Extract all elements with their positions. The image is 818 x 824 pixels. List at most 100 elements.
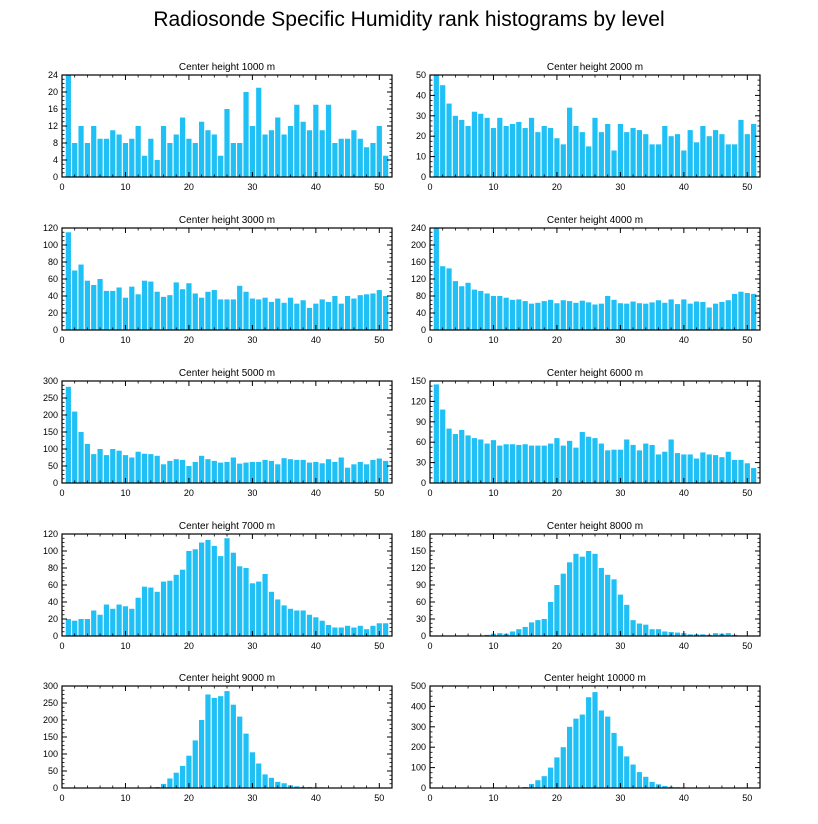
bar: [478, 439, 484, 483]
x-tick-label: 40: [679, 182, 689, 192]
bar: [471, 438, 478, 483]
bar: [471, 111, 478, 177]
bar: [649, 629, 655, 636]
y-tick-label: 200: [43, 715, 58, 725]
bar: [605, 296, 611, 330]
bar: [592, 438, 598, 483]
bar: [230, 457, 236, 483]
x-tick-label: 20: [552, 488, 562, 498]
bar: [205, 130, 211, 177]
bar: [459, 429, 465, 483]
bar: [344, 467, 351, 483]
bar: [509, 444, 516, 483]
bar: [687, 130, 693, 177]
bar: [249, 461, 255, 483]
y-tick-label: 0: [421, 172, 426, 182]
y-tick-label: 50: [48, 766, 58, 776]
bar: [91, 454, 97, 483]
bar: [357, 625, 363, 636]
bar: [668, 299, 674, 330]
y-tick-label: 60: [48, 274, 58, 284]
bar: [167, 295, 173, 330]
y-tick-label: 150: [43, 427, 58, 437]
y-tick-label: 150: [43, 732, 58, 742]
y-tick-label: 100: [43, 240, 58, 250]
bar: [655, 629, 662, 636]
bar: [459, 119, 465, 177]
bar: [218, 462, 224, 483]
bar: [243, 291, 249, 330]
bar: [490, 440, 497, 483]
bar: [712, 455, 719, 483]
bar: [630, 764, 636, 788]
x-tick-label: 20: [552, 793, 562, 803]
bar: [528, 445, 535, 483]
bar: [275, 599, 281, 636]
bar: [78, 126, 84, 177]
bar: [586, 302, 592, 330]
bar: [211, 460, 217, 483]
bar: [573, 718, 579, 788]
bar: [294, 610, 300, 636]
bar: [732, 144, 738, 177]
x-tick-label: 40: [311, 641, 321, 651]
y-tick-label: 0: [53, 478, 58, 488]
y-tick-label: 40: [416, 308, 426, 318]
bar: [611, 449, 617, 483]
x-tick-label: 10: [488, 488, 498, 498]
bar: [199, 720, 205, 788]
bar: [509, 631, 516, 636]
x-tick-label: 0: [427, 793, 432, 803]
bar: [338, 457, 344, 483]
panel-title: Center height 10000 m: [544, 673, 646, 684]
bar: [586, 551, 592, 636]
bar: [636, 303, 643, 330]
bar: [516, 629, 522, 636]
x-tick-label: 20: [184, 182, 194, 192]
bar: [281, 783, 287, 788]
bar: [243, 733, 249, 788]
bar: [300, 121, 306, 177]
bar: [148, 587, 154, 636]
bar: [160, 581, 167, 636]
bar: [268, 591, 275, 636]
bar: [478, 290, 484, 330]
y-tick-label: 0: [53, 631, 58, 641]
bar: [732, 293, 738, 330]
y-tick-label: 90: [416, 580, 426, 590]
bar: [440, 266, 446, 330]
y-tick-label: 80: [48, 257, 58, 267]
y-tick-label: 120: [43, 529, 58, 539]
bar: [325, 459, 332, 483]
x-tick-label: 0: [427, 641, 432, 651]
bar: [497, 633, 503, 636]
bar: [84, 143, 90, 177]
bar: [338, 627, 344, 636]
x-tick-label: 40: [679, 793, 689, 803]
bar: [103, 455, 110, 483]
bar: [560, 144, 566, 177]
bar: [662, 451, 668, 483]
bar: [554, 585, 560, 636]
bar: [554, 138, 560, 177]
bar: [535, 132, 541, 177]
bar: [167, 143, 173, 177]
x-tick-label: 40: [679, 488, 689, 498]
bar: [160, 296, 167, 330]
bar: [503, 444, 509, 483]
bar: [268, 460, 275, 483]
bar: [528, 117, 535, 177]
x-tick-label: 20: [552, 182, 562, 192]
bar: [693, 301, 700, 330]
bar: [567, 301, 573, 330]
bar: [103, 604, 110, 636]
bar: [199, 455, 205, 483]
bar: [91, 610, 97, 636]
bar: [256, 763, 262, 788]
bar: [662, 631, 668, 636]
bar: [719, 457, 725, 483]
bar: [535, 620, 541, 636]
bar: [224, 109, 230, 177]
bar: [535, 445, 541, 483]
bar: [357, 461, 363, 483]
